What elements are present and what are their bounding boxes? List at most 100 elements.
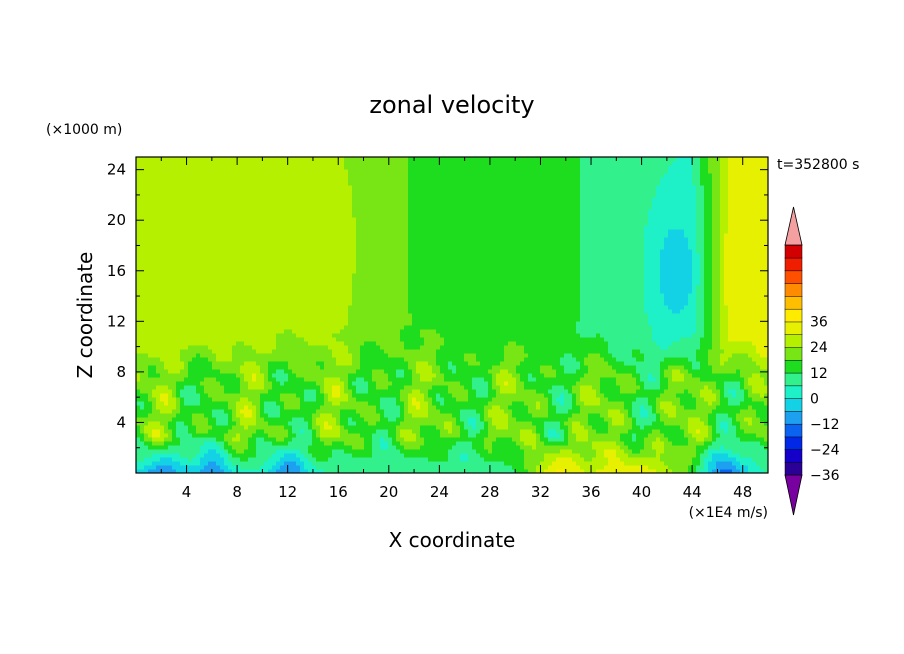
- field-cell: [200, 377, 205, 382]
- field-cell: [220, 293, 225, 298]
- field-cell: [384, 161, 389, 166]
- field-cell: [236, 169, 241, 174]
- field-cell: [200, 253, 205, 258]
- field-cell: [380, 385, 385, 390]
- field-cell: [264, 385, 269, 390]
- field-cell: [252, 209, 257, 214]
- field-cell: [340, 277, 345, 282]
- field-cell: [384, 221, 389, 226]
- field-cell: [160, 157, 165, 162]
- field-cell: [384, 321, 389, 326]
- field-cell: [164, 261, 169, 266]
- field-cell: [332, 209, 337, 214]
- field-cell: [160, 329, 165, 334]
- field-cell: [236, 469, 241, 474]
- field-cell: [204, 177, 209, 182]
- field-cell: [144, 281, 149, 286]
- field-cell: [368, 305, 373, 310]
- field-cell: [180, 397, 185, 402]
- field-cell: [156, 469, 161, 474]
- field-cell: [260, 169, 265, 174]
- field-cell: [324, 333, 329, 338]
- field-cell: [360, 421, 365, 426]
- field-cell: [156, 329, 161, 334]
- field-cell: [256, 397, 261, 402]
- field-cell: [252, 197, 257, 202]
- field-cell: [208, 261, 213, 266]
- field-cell: [244, 325, 249, 330]
- field-cell: [196, 205, 201, 210]
- field-cell: [348, 245, 353, 250]
- field-cell: [300, 229, 305, 234]
- field-cell: [376, 353, 381, 358]
- field-cell: [304, 453, 309, 458]
- field-cell: [268, 337, 273, 342]
- field-cell: [304, 301, 309, 306]
- field-cell: [180, 417, 185, 422]
- field-cell: [284, 381, 289, 386]
- field-cell: [164, 429, 169, 434]
- field-cell: [248, 377, 253, 382]
- field-cell: [184, 285, 189, 290]
- field-cell: [156, 365, 161, 370]
- field-cell: [196, 433, 201, 438]
- field-cell: [248, 429, 253, 434]
- field-cell: [352, 217, 357, 222]
- field-cell: [308, 381, 313, 386]
- field-cell: [236, 457, 241, 462]
- field-cell: [156, 341, 161, 346]
- field-cell: [180, 453, 185, 458]
- field-cell: [228, 433, 233, 438]
- field-cell: [236, 369, 241, 374]
- field-cell: [144, 193, 149, 198]
- field-cell: [244, 461, 249, 466]
- field-cell: [168, 393, 173, 398]
- field-cell: [272, 369, 277, 374]
- field-cell: [336, 301, 341, 306]
- field-cell: [312, 233, 317, 238]
- field-cell: [248, 173, 253, 178]
- field-cell: [264, 409, 269, 414]
- field-cell: [140, 321, 145, 326]
- field-cell: [200, 305, 205, 310]
- field-cell: [376, 433, 381, 438]
- field-cell: [148, 353, 153, 358]
- field-cell: [184, 249, 189, 254]
- field-cell: [352, 249, 357, 254]
- field-cell: [376, 373, 381, 378]
- field-cell: [292, 369, 297, 374]
- field-cell: [260, 173, 265, 178]
- field-cell: [276, 457, 281, 462]
- field-cell: [364, 297, 369, 302]
- field-cell: [344, 213, 349, 218]
- field-cell: [360, 169, 365, 174]
- field-cell: [336, 193, 341, 198]
- field-cell: [336, 437, 341, 442]
- field-cell: [376, 449, 381, 454]
- field-cell: [348, 409, 353, 414]
- field-cell: [360, 321, 365, 326]
- field-cell: [228, 445, 233, 450]
- field-cell: [220, 445, 225, 450]
- field-cell: [228, 389, 233, 394]
- field-cell: [352, 241, 357, 246]
- field-cell: [156, 449, 161, 454]
- field-cell: [276, 309, 281, 314]
- field-cell: [252, 369, 257, 374]
- field-cell: [312, 281, 317, 286]
- field-cell: [272, 193, 277, 198]
- field-cell: [364, 337, 369, 342]
- field-cell: [296, 449, 301, 454]
- field-cell: [284, 377, 289, 382]
- field-cell: [312, 325, 317, 330]
- field-cell: [160, 289, 165, 294]
- field-cell: [248, 325, 253, 330]
- field-cell: [256, 349, 261, 354]
- field-cell: [144, 161, 149, 166]
- field-cell: [344, 189, 349, 194]
- field-cell: [144, 241, 149, 246]
- field-cell: [176, 469, 181, 474]
- field-cell: [244, 401, 249, 406]
- field-cell: [144, 313, 149, 318]
- field-cell: [280, 405, 285, 410]
